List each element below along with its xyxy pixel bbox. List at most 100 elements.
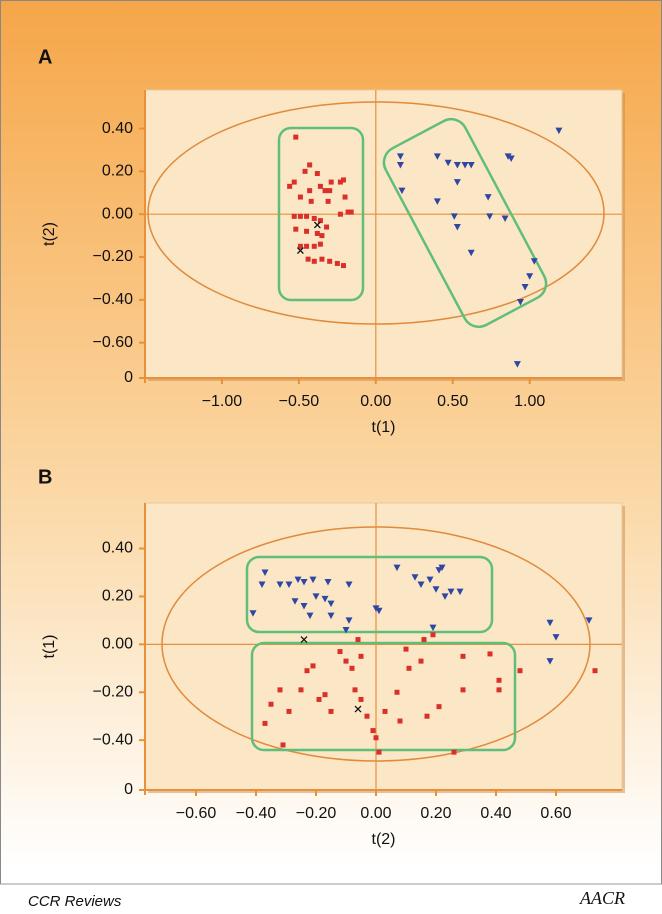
journal-name: CCR Reviews [28,893,122,910]
point [396,153,404,160]
point [456,588,464,596]
point [393,564,401,572]
point [358,696,364,702]
point [451,749,457,755]
group-box [250,641,517,752]
point [328,708,334,714]
point [328,179,334,185]
plots: A −1.00 −0.50 0.00 0.50 1.00 0.40 0.20 0.00 −0.20… [38,46,625,848]
point [403,646,409,652]
point [348,209,354,215]
y-tick-label: 0.40 [102,120,133,137]
y-tick-label: 0.00 [102,205,133,222]
group-box [245,555,494,634]
point [507,155,515,163]
panel-label: A [38,46,52,68]
x-tick-label: 0.00 [360,805,391,822]
x-tick-label: −0.20 [296,805,337,822]
point [486,213,494,220]
point [319,256,325,262]
point [433,153,441,160]
point [258,581,266,588]
point [294,576,302,584]
point [308,198,314,204]
point [307,162,313,168]
point [376,749,382,755]
point [355,637,361,643]
point [424,713,430,719]
y-tick-label: −0.40 [93,731,134,748]
point [460,653,466,659]
y-tick-label: 0.20 [102,588,133,605]
point [286,708,292,714]
point [310,663,316,669]
x-tick-label: −0.50 [279,393,320,410]
point [345,209,351,215]
point [467,249,475,257]
point [501,215,509,222]
point [293,134,299,140]
y-axis-title: t(1) [41,635,58,659]
point [585,617,593,624]
point [291,213,297,219]
panel-label: B [38,466,52,488]
point [396,161,404,169]
point [297,213,303,219]
point [441,593,449,600]
point [317,241,323,247]
point [261,569,269,576]
point [411,574,419,581]
point [467,161,475,169]
point [317,183,323,189]
point [285,581,293,588]
point [311,258,317,264]
point [314,171,320,177]
confidence-ellipse [161,526,591,762]
group-box [277,126,365,302]
point [398,187,406,195]
point [444,159,452,167]
point [375,607,383,615]
point [319,233,325,239]
x-tick-label: 0.20 [420,805,451,822]
point [349,665,355,671]
point [337,649,343,655]
point [340,177,346,183]
x-tick-label: 0.60 [540,805,571,822]
point [433,198,441,205]
point [305,256,311,262]
x-axis-title: t(2) [372,831,396,848]
point [322,188,328,194]
point [373,735,379,741]
point [324,224,330,230]
point [592,668,598,674]
point [382,708,388,714]
point [327,188,333,194]
point [345,617,353,624]
point [504,153,512,160]
point [438,564,446,572]
point [327,600,335,608]
point [453,179,461,186]
x-tick-label: −1.00 [202,393,243,410]
point [436,704,442,710]
point [313,221,321,229]
x-tick-label: 0.00 [360,393,391,410]
scatter-panel: B −0.60 −0.40 −0.20 0.00 0.20 0.40 0.60 0.40 0.20… [38,466,625,848]
point [287,183,293,189]
point [327,258,333,264]
point [397,718,403,724]
y-tick-label: 0.40 [102,540,133,557]
point [311,215,317,221]
x-tick-label: 0.40 [480,805,511,822]
point [521,283,529,291]
point [291,179,297,185]
point [298,687,304,693]
point [394,689,400,695]
point [461,161,469,169]
point [546,658,554,665]
point [311,243,317,249]
point [327,612,335,620]
y-tick-label: 0 [124,369,133,386]
scatter-panel: A −1.00 −0.50 0.00 0.50 1.00 0.40 0.20 0.00 −0.20… [38,46,625,436]
